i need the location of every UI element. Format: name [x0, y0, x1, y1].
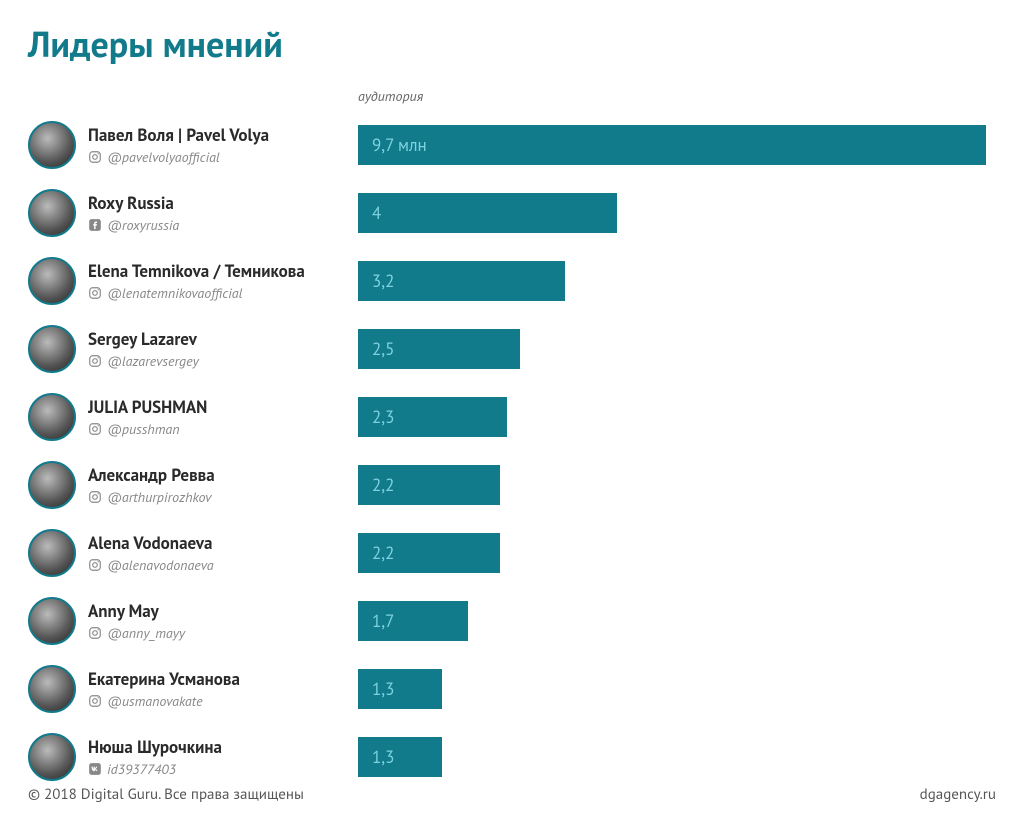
bar: 2,5: [358, 329, 520, 369]
bar-track: 2,5: [348, 329, 996, 369]
bar: 2,3: [358, 397, 507, 437]
influencer-name: Elena Temnikova / Темникова: [88, 260, 305, 282]
bar-track: 3,2: [348, 261, 996, 301]
bar-track: 1,3: [348, 669, 996, 709]
avatar: [28, 461, 76, 509]
bar-track: 2,3: [348, 397, 996, 437]
bar: 3,2: [358, 261, 565, 301]
bar-value-label: 2,2: [372, 474, 394, 496]
bar: 2,2: [358, 533, 500, 573]
bar-value-label: 1,3: [372, 678, 394, 700]
influencer-handle: @pavelvolyaofficial: [107, 148, 220, 166]
footer-site: dgagency.ru: [920, 785, 996, 804]
chart-row: Anny May @anny_mayy 1,7: [28, 587, 996, 655]
chart-row: Sergey Lazarev @lazarevsergey 2,5: [28, 315, 996, 383]
row-info: Нюша Шурочкина id39377403: [28, 733, 348, 781]
instagram-icon: [88, 694, 102, 708]
instagram-icon: [88, 422, 102, 436]
influencer-handle: @anny_mayy: [107, 624, 185, 642]
chart-row: JULIA PUSHMAN @pusshman 2,3: [28, 383, 996, 451]
bar-track: 4: [348, 193, 996, 233]
influencer-name: Александр Ревва: [88, 464, 215, 486]
bar: 1,7: [358, 601, 468, 641]
bar-track: 2,2: [348, 533, 996, 573]
row-info: Alena Vodonaeva @alenavodonaeva: [28, 529, 348, 577]
chart-row: Alena Vodonaeva @alenavodonaeva 2,2: [28, 519, 996, 587]
bar-value-label: 9,7 млн: [372, 134, 427, 156]
influencer-handle: @arthurpirozhkov: [107, 488, 211, 506]
instagram-icon: [88, 150, 102, 164]
bar: 9,7 млн: [358, 125, 986, 165]
chart-row: Екатерина Усманова @usmanovakate 1,3: [28, 655, 996, 723]
avatar: [28, 121, 76, 169]
influencer-handle: @pusshman: [107, 420, 180, 438]
influencer-handle: @lenatemnikovaofficial: [107, 284, 242, 302]
avatar: [28, 189, 76, 237]
chart-axis-header: аудитория: [28, 87, 996, 105]
facebook-icon: [88, 218, 102, 232]
bar-value-label: 3,2: [372, 270, 394, 292]
instagram-icon: [88, 354, 102, 368]
chart-row: Roxy Russia @roxyrussia 4: [28, 179, 996, 247]
bar: 1,3: [358, 737, 442, 777]
bar-value-label: 2,5: [372, 338, 394, 360]
influencer-handle: id39377403: [107, 760, 176, 778]
chart-row: Павел Воля | Pavel Volya @pavelvolyaoffic…: [28, 111, 996, 179]
axis-label: аудитория: [348, 87, 423, 105]
influencer-name: Sergey Lazarev: [88, 328, 199, 350]
row-info: Павел Воля | Pavel Volya @pavelvolyaoffic…: [28, 121, 348, 169]
bar: 2,2: [358, 465, 500, 505]
bar-track: 2,2: [348, 465, 996, 505]
influencer-name: Alena Vodonaeva: [88, 532, 214, 554]
row-info: Александр Ревва @arthurpirozhkov: [28, 461, 348, 509]
bar-track: 1,7: [348, 601, 996, 641]
footer: © 2018 Digital Guru. Все права защищены …: [28, 785, 996, 804]
bar-value-label: 1,7: [372, 610, 394, 632]
row-info: Екатерина Усманова @usmanovakate: [28, 665, 348, 713]
bar-value-label: 2,3: [372, 406, 394, 428]
instagram-icon: [88, 286, 102, 300]
row-info: Sergey Lazarev @lazarevsergey: [28, 325, 348, 373]
row-info: Roxy Russia @roxyrussia: [28, 189, 348, 237]
bar: 4: [358, 193, 617, 233]
influencer-name: JULIA PUSHMAN: [88, 396, 207, 418]
influencer-name: Нюша Шурочкина: [88, 736, 222, 758]
influencer-handle: @usmanovakate: [107, 692, 203, 710]
avatar: [28, 733, 76, 781]
instagram-icon: [88, 626, 102, 640]
avatar: [28, 665, 76, 713]
row-info: Anny May @anny_mayy: [28, 597, 348, 645]
page-title: Лидеры мнений: [28, 20, 996, 67]
avatar: [28, 257, 76, 305]
chart-rows: Павел Воля | Pavel Volya @pavelvolyaoffic…: [28, 111, 996, 791]
row-info: Elena Temnikova / Темникова @lenatemnikov…: [28, 257, 348, 305]
chart-row: Elena Temnikova / Темникова @lenatemnikov…: [28, 247, 996, 315]
influencer-handle: @roxyrussia: [107, 216, 179, 234]
bar-track: 9,7 млн: [348, 125, 996, 165]
bar-value-label: 1,3: [372, 746, 394, 768]
chart-row: Александр Ревва @arthurpirozhkov 2,2: [28, 451, 996, 519]
footer-copyright: © 2018 Digital Guru. Все права защищены: [28, 785, 304, 804]
influencer-name: Roxy Russia: [88, 192, 179, 214]
avatar: [28, 529, 76, 577]
bar-value-label: 4: [372, 202, 381, 224]
vk-icon: [88, 762, 102, 776]
instagram-icon: [88, 490, 102, 504]
chart-row: Нюша Шурочкина id39377403 1,3: [28, 723, 996, 791]
influencer-handle: @alenavodonaeva: [107, 556, 214, 574]
avatar: [28, 393, 76, 441]
row-info: JULIA PUSHMAN @pusshman: [28, 393, 348, 441]
bar-value-label: 2,2: [372, 542, 394, 564]
instagram-icon: [88, 558, 102, 572]
avatar: [28, 597, 76, 645]
avatar: [28, 325, 76, 373]
bar-track: 1,3: [348, 737, 996, 777]
influencer-name: Anny May: [88, 600, 185, 622]
influencer-handle: @lazarevsergey: [107, 352, 199, 370]
influencer-name: Павел Воля | Pavel Volya: [88, 124, 269, 146]
bar: 1,3: [358, 669, 442, 709]
influencer-name: Екатерина Усманова: [88, 668, 240, 690]
